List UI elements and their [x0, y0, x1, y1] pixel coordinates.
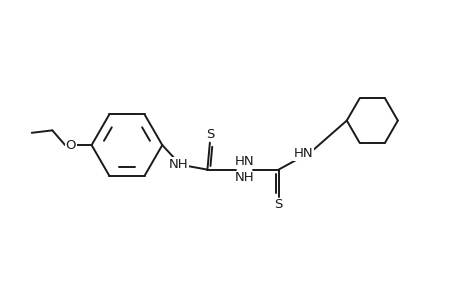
Text: HN: HN	[293, 147, 313, 161]
Text: S: S	[205, 128, 213, 141]
Text: NH: NH	[234, 172, 253, 184]
Text: S: S	[274, 199, 282, 212]
Text: NH: NH	[168, 158, 188, 171]
Text: O: O	[66, 139, 76, 152]
Text: HN: HN	[234, 155, 253, 168]
